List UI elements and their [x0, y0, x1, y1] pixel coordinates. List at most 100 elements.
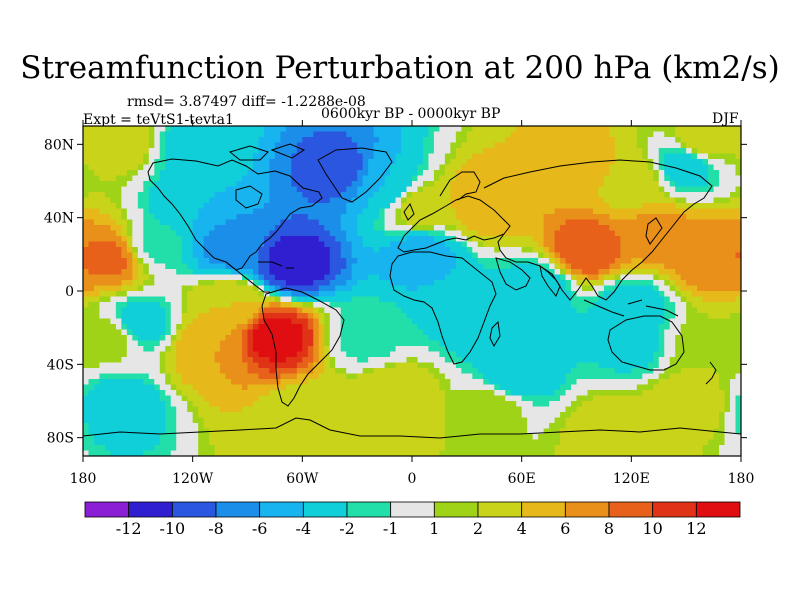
field-cell — [263, 241, 276, 248]
field-cell — [132, 252, 139, 259]
field-cell — [730, 406, 737, 413]
field-cell — [307, 214, 342, 221]
field-cell — [318, 285, 336, 292]
field-cell — [439, 368, 462, 375]
field-cell — [669, 192, 731, 199]
field-cell — [680, 137, 741, 144]
field-cell — [83, 307, 101, 314]
field-cell — [340, 324, 419, 331]
field-cell — [126, 236, 133, 243]
field-cell — [313, 131, 347, 138]
colorbar-swatch — [259, 501, 304, 518]
field-cell — [373, 219, 386, 226]
field-cell — [258, 137, 281, 144]
field-cell — [110, 225, 122, 232]
field-cell — [373, 247, 380, 254]
field-cell — [181, 252, 194, 259]
field-cell — [532, 401, 550, 408]
field-cell — [318, 318, 325, 325]
field-cell — [313, 351, 320, 358]
field-cell — [357, 148, 375, 155]
field-cell — [203, 395, 260, 402]
field-cell — [165, 142, 260, 149]
field-cell — [560, 252, 621, 259]
field-cell — [159, 175, 243, 182]
field-cell — [263, 236, 281, 243]
colorbar-label: 2 — [473, 519, 483, 538]
field-cell — [384, 214, 397, 221]
field-cell — [132, 225, 144, 232]
field-cell — [417, 164, 430, 171]
field-cell — [126, 241, 133, 248]
field-cell — [384, 181, 413, 188]
field-cell — [664, 164, 709, 171]
field-cell — [247, 318, 254, 325]
field-cell — [598, 192, 665, 199]
field-cell — [614, 159, 649, 166]
field-cell — [198, 445, 216, 452]
field-cell — [83, 434, 95, 441]
field-cell — [143, 208, 150, 215]
field-cell — [165, 126, 172, 133]
x-tick-label: 180 — [728, 471, 755, 487]
field-cell — [620, 263, 665, 270]
field-cell — [719, 373, 737, 380]
field-cell — [159, 131, 166, 138]
field-cell — [121, 280, 133, 287]
field-cell — [724, 412, 737, 419]
field-cell — [192, 269, 232, 276]
field-cell — [148, 274, 155, 281]
field-cell — [373, 368, 430, 375]
field-cell — [263, 318, 292, 325]
field-cell — [576, 379, 649, 386]
field-cell — [554, 236, 621, 243]
field-cell — [313, 313, 320, 320]
field-cell — [252, 340, 303, 347]
field-cell — [697, 153, 709, 160]
field-cell — [549, 247, 556, 254]
field-cell — [296, 307, 303, 314]
field-cell — [143, 285, 183, 292]
field-cell — [636, 131, 654, 138]
field-cell — [214, 280, 238, 287]
field-cell — [368, 164, 391, 171]
field-cell — [83, 428, 90, 435]
field-cell — [642, 390, 726, 397]
field-cell — [412, 192, 451, 199]
contour-field — [83, 126, 741, 456]
field-cell — [472, 373, 484, 380]
field-cell — [176, 368, 221, 375]
field-cell — [724, 401, 731, 408]
field-cell — [351, 252, 457, 259]
field-cell — [472, 153, 616, 160]
field-cell — [296, 351, 309, 358]
field-cell — [379, 186, 408, 193]
field-cell — [83, 263, 128, 270]
colorbar-label: 6 — [560, 519, 570, 538]
field-cell — [735, 401, 741, 408]
field-cell — [247, 274, 254, 281]
field-cell — [236, 181, 271, 188]
field-cell — [664, 318, 671, 325]
field-cell — [220, 368, 249, 375]
field-cell — [165, 379, 172, 386]
field-cell — [296, 186, 347, 193]
field-cell — [165, 406, 177, 413]
field-cell — [214, 351, 243, 358]
field-cell — [165, 351, 177, 358]
field-cell — [450, 384, 495, 391]
field-cell — [176, 269, 194, 276]
field-cell — [636, 384, 654, 391]
field-cell — [390, 351, 441, 358]
field-cell — [236, 324, 249, 331]
field-cell — [362, 175, 386, 182]
field-cell — [335, 285, 353, 292]
field-cell — [680, 274, 741, 281]
field-cell — [384, 219, 397, 226]
field-cell — [83, 390, 90, 397]
field-cell — [362, 153, 375, 160]
field-cell — [192, 230, 210, 237]
field-cell — [274, 291, 281, 298]
field-cell — [296, 313, 309, 320]
field-cell — [252, 285, 260, 292]
